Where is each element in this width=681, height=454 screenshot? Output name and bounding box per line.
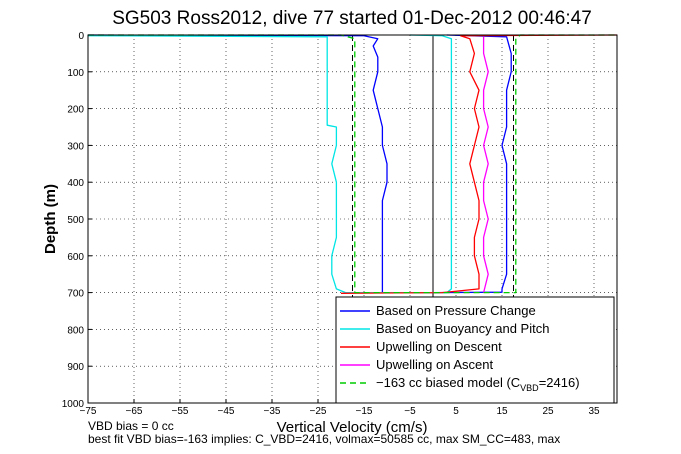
y-tick-label: 300: [67, 141, 84, 152]
x-tick-label: −15: [356, 406, 373, 417]
legend-label: Based on Buoyancy and Pitch: [376, 321, 549, 336]
legend: Based on Pressure Change Based on Buoyanc…: [335, 296, 615, 404]
y-tick-label: 500: [67, 215, 84, 226]
legend-label: Upwelling on Descent: [376, 339, 502, 354]
y-tick-label: 700: [67, 289, 84, 300]
series-line: [87, 34, 453, 294]
series-line: [340, 34, 618, 294]
x-tick-label: −65: [126, 406, 143, 417]
best-fit-note: best fit VBD bias=-163 implies: C_VBD=24…: [88, 432, 561, 446]
x-tick-label: −75: [80, 406, 97, 417]
y-tick-label: 100: [67, 68, 84, 79]
data-series: [87, 34, 618, 294]
y-tick-label: 400: [67, 178, 84, 189]
x-tick-label: 25: [542, 406, 554, 417]
x-tick-label: −45: [218, 406, 235, 417]
x-tick-label: −55: [172, 406, 189, 417]
series-line: [87, 34, 512, 294]
legend-label: Based on Pressure Change: [376, 303, 536, 318]
y-tick-label: 0: [78, 31, 84, 42]
x-axis-label: Vertical Velocity (cm/s): [277, 419, 428, 436]
y-tick-label: 600: [67, 252, 84, 263]
axis-ticks: −75 −65 −55 −45 −35 −25 −15 −5 5 15 25 350100200300…: [62, 31, 600, 417]
series-line: [88, 34, 617, 294]
y-axis-label: Depth (m): [42, 184, 59, 254]
y-tick-label: 800: [67, 325, 84, 336]
y-tick-label: 200: [67, 105, 84, 116]
y-tick-label: 900: [67, 362, 84, 373]
chart-title: SG503 Ross2012, dive 77 started 01-Dec-2…: [112, 8, 592, 29]
x-tick-label: −35: [264, 406, 281, 417]
y-tick-label: 1000: [62, 399, 85, 410]
x-tick-label: 35: [588, 406, 600, 417]
legend-label-model: −163 cc biased model (CVBD=2416): [376, 375, 580, 393]
x-tick-label: −25: [310, 406, 327, 417]
x-tick-label: 15: [496, 406, 508, 417]
legend-label: Upwelling on Ascent: [376, 357, 493, 372]
x-tick-label: 5: [453, 406, 459, 417]
series-line: [482, 36, 489, 293]
legend-box: [335, 296, 615, 404]
vbd-bias-note: VBD bias = 0 cc: [88, 419, 174, 433]
x-tick-label: −5: [404, 406, 416, 417]
